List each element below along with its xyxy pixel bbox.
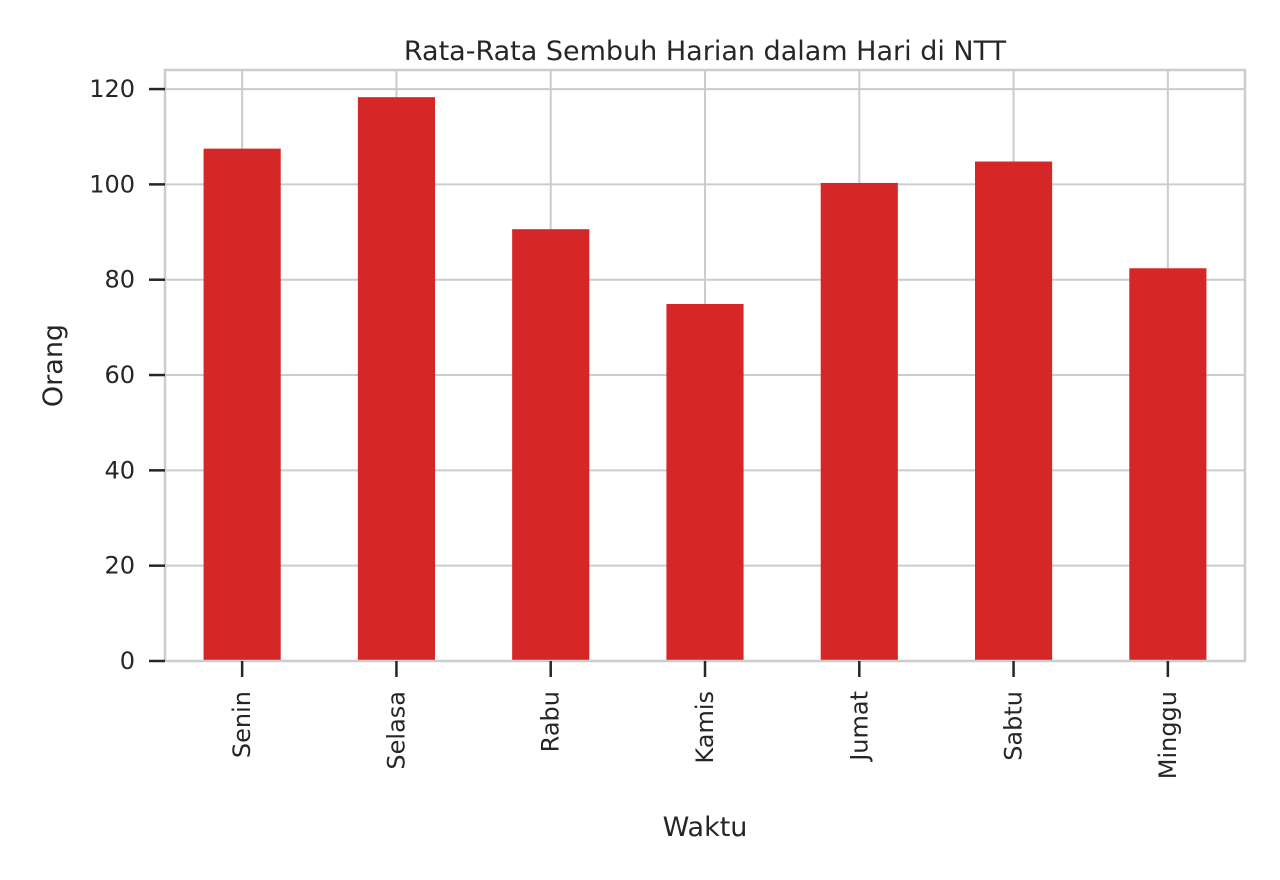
y-tick-label: 120 (89, 75, 135, 103)
chart-title: Rata-Rata Sembuh Harian dalam Hari di NT… (404, 36, 1007, 67)
x-tick-label: Selasa (382, 691, 410, 770)
bar-jumat (820, 182, 898, 661)
x-tick-label: Senin (228, 691, 256, 758)
y-tick-label: 80 (104, 266, 135, 294)
x-tick-label: Rabu (537, 691, 565, 752)
y-tick-label: 40 (104, 456, 135, 484)
x-tick-label: Jumat (845, 691, 873, 763)
x-axis-label: Waktu (663, 812, 748, 843)
y-tick-label: 100 (89, 170, 135, 198)
bar-rabu (512, 229, 590, 661)
bar-selasa (357, 97, 435, 662)
axis-ticks: 0 20 40 60 80 100 120 Senin Selasa Rabu Kamis Jumat… (89, 75, 1182, 779)
x-tick-label: Sabtu (1000, 691, 1028, 761)
bar-minggu (1129, 268, 1207, 661)
bars (203, 97, 1207, 662)
bar-sabtu (975, 161, 1053, 661)
x-tick-label: Kamis (691, 691, 719, 764)
bar-kamis (666, 304, 744, 661)
y-tick-label: 0 (120, 647, 135, 675)
x-tick-label: Minggu (1154, 691, 1182, 779)
y-tick-label: 60 (104, 361, 135, 389)
y-tick-label: 20 (104, 552, 135, 580)
bar-senin (203, 148, 281, 662)
y-axis-label: Orang (38, 324, 69, 407)
